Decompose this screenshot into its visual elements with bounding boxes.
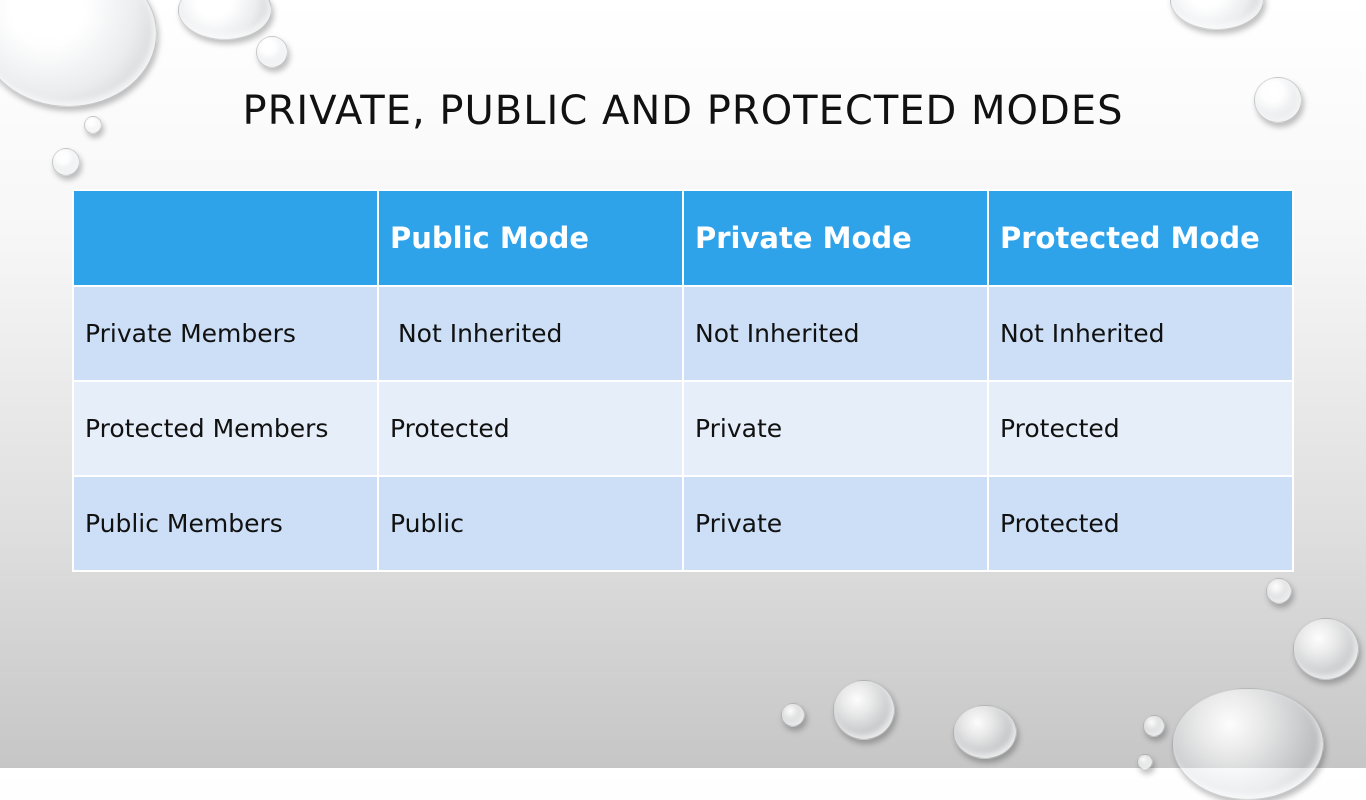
water-drop-decoration [1266,578,1292,604]
inheritance-modes-table: Public Mode Private Mode Protected Mode … [72,189,1294,572]
water-drop-decoration [833,680,895,740]
table-header-row: Public Mode Private Mode Protected Mode [72,189,1294,287]
row-label-cell: Private Members [72,285,379,382]
water-drop-decoration [1293,618,1359,680]
header-cell-public-mode: Public Mode [377,189,684,287]
table-cell: Not Inherited [987,285,1294,382]
table-cell: Private [682,475,989,572]
water-drop-decoration [1143,715,1165,737]
table-cell: Protected [987,475,1294,572]
slide-title: PRIVATE, PUBLIC AND PROTECTED MODES [242,88,1124,134]
table-cell: Not Inherited [682,285,989,382]
table-row: Private Members Not Inherited Not Inheri… [72,285,1294,382]
table-cell: Private [682,380,989,477]
table-cell: Protected [987,380,1294,477]
water-drop-decoration [178,0,272,40]
water-drop-decoration [52,148,80,176]
table-cell: Not Inherited [377,285,684,382]
row-label-cell: Protected Members [72,380,379,477]
water-drop-decoration [1254,77,1302,123]
table-cell: Protected [377,380,684,477]
water-drop-decoration [1170,0,1264,30]
water-drop-decoration [781,703,805,727]
header-cell-private-mode: Private Mode [682,189,989,287]
water-drop-decoration [1172,688,1324,800]
table-row: Protected Members Protected Private Prot… [72,380,1294,477]
header-cell-protected-mode: Protected Mode [987,189,1294,287]
row-label-cell: Public Members [72,475,379,572]
header-cell-empty [72,189,379,287]
water-drop-decoration [84,116,102,134]
water-drop-decoration [256,36,288,68]
water-drop-decoration [953,705,1017,759]
table-cell: Public [377,475,684,572]
table-row: Public Members Public Private Protected [72,475,1294,572]
